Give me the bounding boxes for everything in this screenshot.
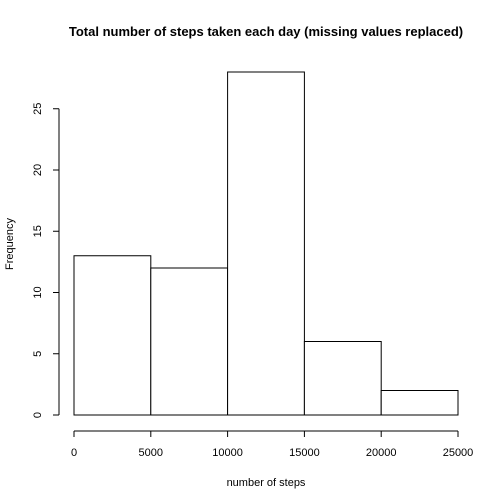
x-axis: 0 5000 10000 15000 20000 25000: [71, 430, 474, 459]
y-tick-label: 15: [32, 225, 44, 237]
histogram-bar-1: [73, 255, 152, 416]
y-tick-label: 10: [32, 286, 44, 298]
x-tick-label: 20000: [366, 447, 397, 459]
x-tick-label: 10000: [212, 447, 243, 459]
histogram-bar-2: [150, 267, 229, 416]
y-axis: 0 5 10 15 20 25: [32, 103, 60, 418]
y-tick-label: 0: [32, 412, 44, 418]
y-tick-label: 5: [32, 351, 44, 357]
x-tick-label: 25000: [443, 447, 474, 459]
histogram-bar-4: [303, 341, 382, 416]
x-tick-label: 0: [71, 447, 77, 459]
bars-layer: [73, 71, 459, 416]
x-tick-label: 15000: [289, 447, 320, 459]
y-tick-label: 25: [32, 103, 44, 115]
histogram-bar-5: [380, 390, 459, 416]
y-tick-label: 20: [32, 164, 44, 176]
x-tick-label: 5000: [139, 447, 163, 459]
x-axis-label: number of steps: [227, 477, 306, 489]
chart-title: Total number of steps taken each day (mi…: [69, 24, 463, 39]
histogram-bar-3: [227, 71, 305, 416]
y-axis-label: Frequency: [4, 218, 16, 270]
